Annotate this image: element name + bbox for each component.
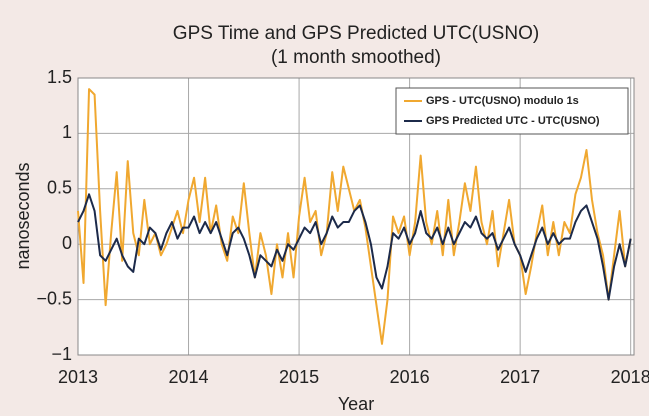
y-tick-label: 0: [62, 233, 72, 253]
y-tick-label: 0.5: [47, 178, 72, 198]
y-axis-label: nanoseconds: [13, 162, 33, 269]
y-tick-label: −0.5: [36, 288, 72, 308]
y-tick-label: −1: [51, 344, 72, 364]
legend: GPS - UTC(USNO) modulo 1s GPS Predicted U…: [395, 87, 629, 135]
x-tick-label: 2017: [500, 367, 540, 387]
chart-subtitle: (1 month smoothed): [271, 47, 441, 68]
x-tick-label: 2016: [390, 367, 430, 387]
legend-box: [395, 87, 629, 135]
x-tick-label: 2015: [279, 367, 319, 387]
x-axis-label: Year: [338, 394, 374, 414]
x-tick-label: 2013: [58, 367, 98, 387]
legend-label: GPS Predicted UTC - UTC(USNO): [426, 115, 600, 127]
y-tick-label: 1: [62, 122, 72, 142]
data-line: [77, 193, 632, 301]
legend-label: GPS - UTC(USNO) modulo 1s: [426, 95, 579, 107]
y-tick-label: 1.5: [47, 67, 72, 87]
chart-title: GPS Time and GPS Predicted UTC(USNO): [173, 23, 539, 44]
x-tick-label: 2018: [611, 367, 649, 387]
x-tick-label: 2014: [169, 367, 209, 387]
